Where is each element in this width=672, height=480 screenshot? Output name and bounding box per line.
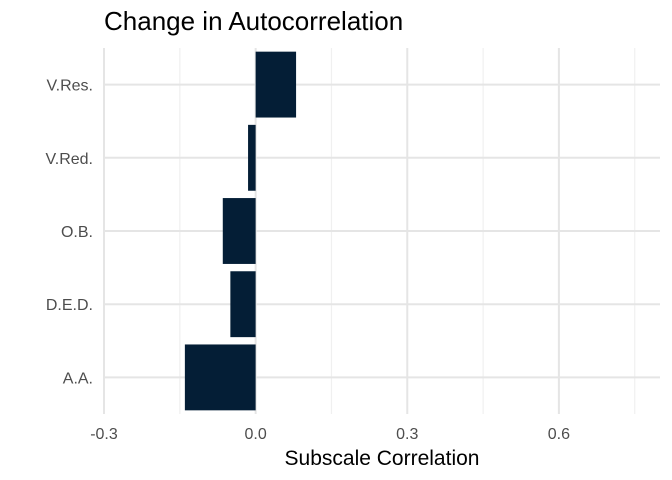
x-tick-label: 0.3 xyxy=(396,426,418,443)
y-tick-label: D.E.D. xyxy=(46,297,93,314)
bar-vred xyxy=(248,124,256,191)
bar-vres xyxy=(255,51,297,118)
x-tick-label: 0.0 xyxy=(245,426,267,443)
y-tick-labels: A.A. D.E.D. O.B. V.Red. V.Res. xyxy=(46,78,93,388)
y-tick-label: A.A. xyxy=(63,370,93,387)
x-tick-labels: -0.3 0.0 0.3 0.6 xyxy=(90,426,570,443)
y-tick-label: O.B. xyxy=(61,224,93,241)
y-tick-label: V.Red. xyxy=(46,151,93,168)
y-tick-label: V.Res. xyxy=(46,78,93,95)
chart-title: Change in Autocorrelation xyxy=(104,6,403,36)
bar-aa xyxy=(184,344,256,411)
bar-ob xyxy=(222,198,256,264)
bar-ded xyxy=(230,271,256,338)
x-tick-label: 0.6 xyxy=(548,426,570,443)
x-axis-title: Subscale Correlation xyxy=(285,447,480,470)
x-tick-label: -0.3 xyxy=(90,426,118,443)
bars xyxy=(184,51,297,411)
